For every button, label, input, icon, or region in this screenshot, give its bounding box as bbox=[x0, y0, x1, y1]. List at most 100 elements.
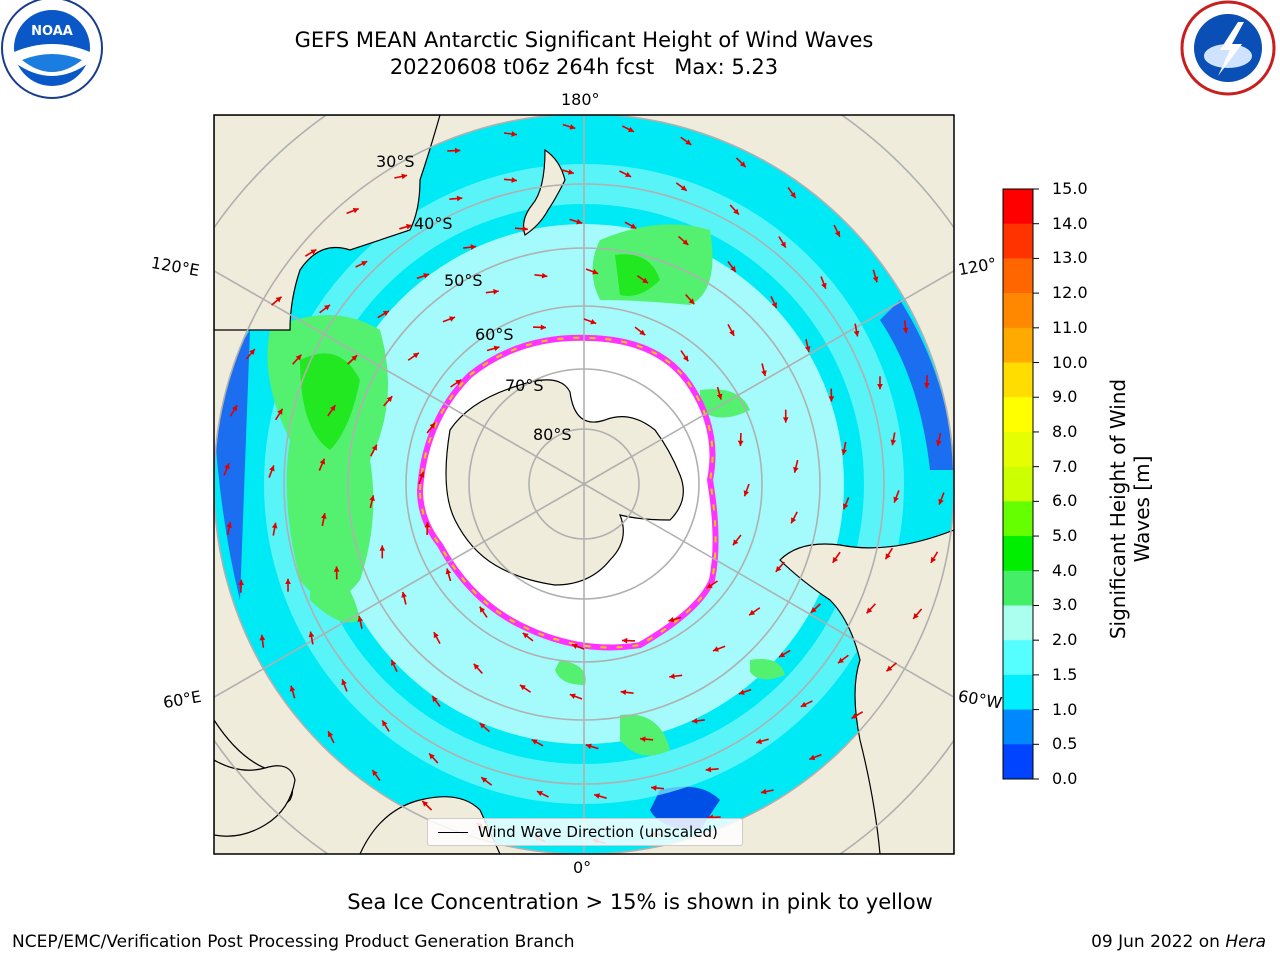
wind-wave-arrow bbox=[935, 433, 942, 447]
wind-wave-arrow bbox=[401, 591, 407, 605]
south-america-landmass bbox=[779, 529, 954, 854]
antarctica-landmass bbox=[445, 379, 684, 586]
wind-wave-arrow bbox=[268, 465, 275, 478]
colorbar-bin bbox=[1003, 293, 1033, 329]
wind-wave-arrow bbox=[793, 459, 799, 473]
wind-wave-arrow bbox=[912, 608, 923, 620]
colorbar-tick-marks bbox=[1033, 188, 1039, 780]
wind-wave-arrow bbox=[743, 483, 750, 497]
wind-wave-arrow bbox=[421, 800, 433, 811]
wind-wave-arrow bbox=[893, 490, 900, 503]
australia-landmass bbox=[214, 115, 441, 331]
wind-wave-arrow bbox=[226, 521, 233, 535]
sea-ice-note: Sea Ice Concentration > 15% is shown in … bbox=[347, 890, 933, 914]
wind-wave-arrow bbox=[562, 123, 576, 130]
wind-wave-arrow bbox=[620, 689, 634, 696]
wind-wave-arrow bbox=[229, 404, 238, 417]
wind-wave-arrow bbox=[778, 649, 791, 658]
wind-wave-arrow bbox=[431, 695, 441, 707]
wind-wave-arrow bbox=[872, 269, 879, 283]
wind-wave-arrow bbox=[938, 492, 945, 506]
wind-wave-arrow bbox=[833, 224, 841, 238]
wind-wave-arrow bbox=[390, 659, 398, 673]
wind-wave-arrow bbox=[650, 785, 665, 791]
chart-title: GEFS MEAN Antarctic Significant Height o… bbox=[234, 27, 934, 81]
wind-wave-arrow bbox=[534, 272, 548, 279]
wind-wave-arrow bbox=[463, 244, 477, 251]
generation-date-text: 09 Jun 2022 on bbox=[1091, 932, 1226, 952]
colorbar-bin bbox=[1003, 431, 1033, 468]
wind-wave-arrow bbox=[399, 223, 413, 230]
wind-wave-arrow bbox=[732, 534, 742, 546]
wind-wave-arrow bbox=[669, 673, 683, 680]
colorbar-tick-label: 8.0 bbox=[1052, 421, 1078, 441]
wind-wave-arrow bbox=[787, 186, 797, 199]
colorbar-bin bbox=[1003, 709, 1033, 745]
wind-wave-arrow bbox=[624, 221, 637, 230]
wind-wave-arrow bbox=[884, 547, 894, 560]
colorbar-tick-label: 14.0 bbox=[1052, 213, 1088, 233]
title-line-1: GEFS MEAN Antarctic Significant Height o… bbox=[294, 28, 874, 52]
colorbar-bin bbox=[1003, 397, 1033, 433]
wind-wave-arrow bbox=[320, 513, 327, 527]
lat-label-70s: 70°S bbox=[505, 376, 544, 395]
wind-wave-arrow bbox=[841, 441, 848, 455]
legend-line-sample bbox=[438, 831, 468, 833]
colorbar-bin bbox=[1003, 744, 1033, 780]
wind-wave-arrow bbox=[571, 643, 585, 650]
wind-wave-arrow bbox=[685, 294, 695, 305]
wind-wave-arrow bbox=[808, 753, 822, 761]
wind-wave-arrow bbox=[346, 207, 360, 215]
wind-wave-arrow bbox=[289, 685, 296, 699]
wind-wave-arrow bbox=[371, 769, 381, 782]
wind-wave-arrow bbox=[782, 409, 789, 423]
wind-wave-arrow bbox=[634, 326, 646, 336]
colorbar-tick-label: 3.0 bbox=[1052, 595, 1078, 615]
wind-wave-arrow bbox=[677, 235, 689, 246]
wind-wave-arrow bbox=[271, 522, 278, 536]
lon-label-0: 0° bbox=[573, 858, 592, 877]
wind-wave-arrow bbox=[369, 495, 375, 509]
wind-wave-arrow bbox=[842, 497, 850, 510]
noaa-logo: NOAA bbox=[1, 0, 103, 99]
wind-wave-arrow bbox=[238, 579, 245, 593]
colorbar-tick-label: 12.0 bbox=[1052, 283, 1088, 303]
producer-credit: NCEP/EMC/Verification Post Processing Pr… bbox=[12, 932, 575, 952]
wind-wave-arrow bbox=[770, 295, 778, 309]
wind-wave-arrow bbox=[810, 603, 821, 614]
wind-wave-arrow bbox=[727, 324, 735, 337]
wind-wave-arrow bbox=[569, 693, 583, 700]
graticule bbox=[214, 115, 954, 854]
colorbar-tick-label: 10.0 bbox=[1052, 352, 1088, 372]
wind-wave-arrow bbox=[377, 310, 390, 319]
wind-wave-arrow bbox=[621, 637, 636, 644]
colorbar-tick-label: 5.0 bbox=[1052, 526, 1078, 546]
wind-wave-arrow bbox=[775, 561, 785, 573]
wind-wave-arrow bbox=[486, 345, 500, 352]
colorbar-tick-label: 13.0 bbox=[1052, 248, 1088, 268]
wind-wave-arrow bbox=[407, 352, 420, 361]
title-line-2: 20220608 t06z 264h fcst Max: 5.23 bbox=[389, 55, 779, 79]
colorbar-bin bbox=[1003, 362, 1033, 398]
wind-wave-arrow bbox=[865, 603, 876, 614]
wind-wave-arrow bbox=[583, 318, 597, 325]
wind-wave-arrow bbox=[450, 379, 462, 388]
wind-wave-arrow bbox=[837, 654, 849, 664]
wind-wave-arrow bbox=[304, 248, 317, 257]
wind-wave-arrow bbox=[800, 700, 813, 708]
wind-wave-arrow bbox=[760, 788, 774, 795]
wind-wave-arrow bbox=[877, 376, 883, 390]
wind-wave-arrow bbox=[706, 580, 718, 589]
colorbar-tick-label: 1.0 bbox=[1052, 699, 1078, 719]
map-frame bbox=[213, 114, 955, 855]
colorbar-bin bbox=[1003, 223, 1033, 259]
wind-wave-arrow bbox=[223, 462, 230, 476]
new-zealand-landmass bbox=[522, 148, 566, 236]
wind-wave-arrow bbox=[479, 722, 491, 733]
colorbar-bin bbox=[1003, 674, 1033, 711]
wind-wave-arrow bbox=[828, 388, 835, 402]
wind-wave-arrow bbox=[522, 632, 534, 642]
wind-wave-arrow bbox=[804, 339, 811, 353]
colorbar-tick-label: 15.0 bbox=[1052, 179, 1088, 198]
colorbar-bin bbox=[1003, 570, 1033, 606]
